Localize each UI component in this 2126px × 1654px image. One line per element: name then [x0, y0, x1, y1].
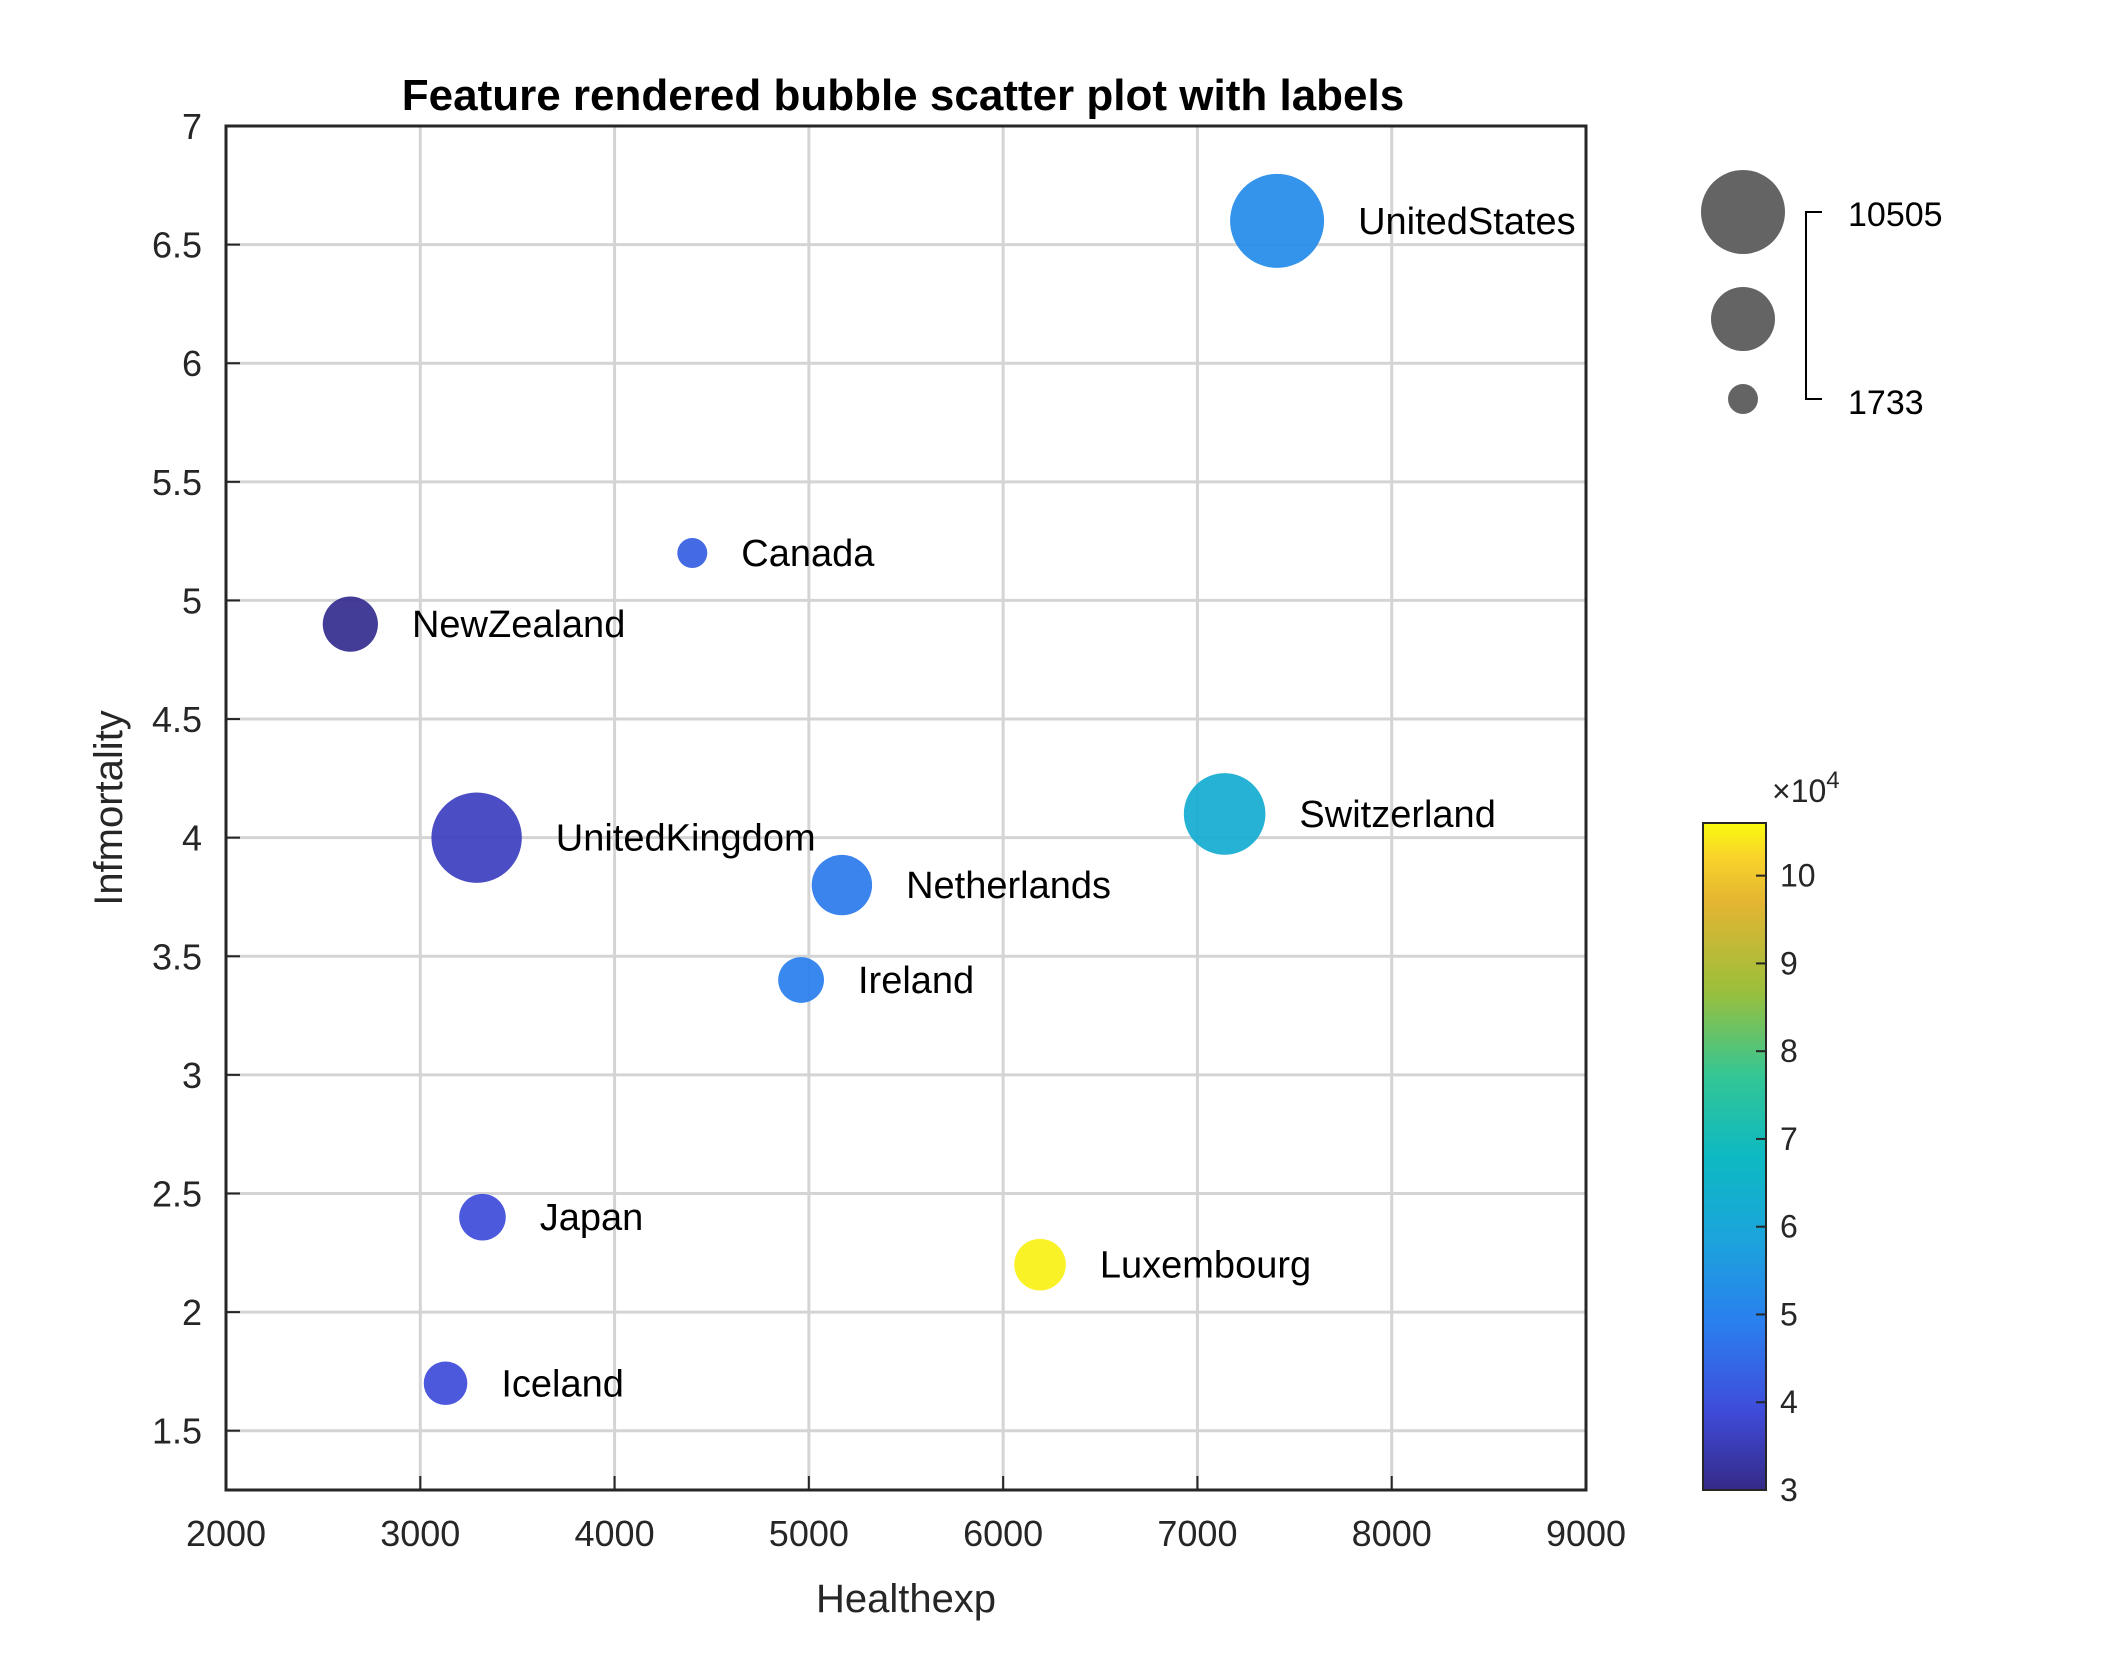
y-tick-label: 5: [182, 580, 202, 621]
bubble-label: UnitedStates: [1358, 201, 1576, 243]
y-tick-label: 1.5: [152, 1411, 202, 1452]
x-tick-label: 2000: [186, 1513, 266, 1554]
bubble-point: [1230, 173, 1325, 268]
bubble-point: [423, 1361, 468, 1406]
colorbar-multiplier-exponent: 4: [1826, 767, 1839, 794]
colorbar-tick-label: 3: [1780, 1472, 1798, 1508]
bubble-label: Switzerland: [1299, 794, 1495, 836]
size-legend-min-label: 1733: [1848, 384, 1924, 422]
colorbar-multiplier-base: ×10: [1772, 773, 1826, 809]
colorbar-tick-label: 6: [1780, 1209, 1798, 1245]
x-tick-label: 8000: [1352, 1513, 1432, 1554]
bubble-label: Japan: [540, 1197, 644, 1239]
bubble-label: NewZealand: [412, 604, 625, 646]
bubble-label: UnitedKingdom: [556, 818, 816, 860]
y-axis-ticks: 1.5 2 2.5 3 3.5 4 4.5 5 5.5 6 6.5 7: [152, 106, 240, 1452]
y-tick-label: 5.5: [152, 462, 202, 503]
bubble-label: Ireland: [858, 960, 974, 1002]
colorbar-tick-label: 8: [1780, 1033, 1798, 1069]
x-tick-label: 9000: [1546, 1513, 1626, 1554]
colorbar-tick-label: 9: [1780, 945, 1798, 981]
bubble-point: [1183, 773, 1266, 855]
size-legend: 10505 1733: [1701, 170, 1943, 422]
y-tick-label: 2.5: [152, 1173, 202, 1214]
colorbar-tick-label: 10: [1780, 858, 1816, 894]
bubble-point: [677, 537, 708, 568]
size-legend-max-label: 10505: [1848, 196, 1943, 234]
colorbar-multiplier: ×104: [1772, 767, 1840, 809]
x-tick-label: 4000: [575, 1513, 655, 1554]
y-tick-label: 4.5: [152, 699, 202, 740]
bubble-label: Iceland: [501, 1363, 624, 1405]
colorbar-tick-label: 4: [1780, 1384, 1798, 1420]
bubble-point: [1014, 1238, 1066, 1291]
y-tick-label: 7: [182, 106, 202, 147]
bubble-label: Netherlands: [906, 865, 1111, 907]
y-tick-label: 3: [182, 1055, 202, 1096]
y-tick-label: 4: [182, 818, 202, 859]
bubble-label: Canada: [741, 533, 875, 575]
bubble-label: Luxembourg: [1100, 1245, 1311, 1287]
bubble-point: [459, 1193, 506, 1241]
y-tick-label: 2: [182, 1292, 202, 1333]
x-tick-label: 3000: [380, 1513, 460, 1554]
bubble-points: UnitedStates Canada NewZealand Switzerland U…: [322, 173, 1576, 1406]
y-axis-label: Infmortality: [87, 710, 131, 906]
y-tick-label: 6.5: [152, 225, 202, 266]
y-tick-label: 3.5: [152, 936, 202, 977]
bubble-point: [431, 792, 522, 883]
colorbar-gradient: [1702, 822, 1767, 1491]
size-legend-medium-bubble: [1711, 287, 1775, 351]
colorbar-tick-label: 5: [1780, 1296, 1798, 1332]
size-legend-bracket: [1805, 211, 1822, 400]
x-tick-label: 7000: [1157, 1513, 1237, 1554]
plot-area-border: [224, 124, 1588, 1492]
chart-title: Feature rendered bubble scatter plot wit…: [402, 71, 1404, 120]
size-legend-large-bubble: [1701, 170, 1785, 254]
bubble-point: [778, 957, 824, 1003]
x-tick-label: 6000: [963, 1513, 1043, 1554]
bubble-point: [811, 854, 873, 916]
colorbar-ticks: 3 4 5 6 7 8 9 10: [1756, 858, 1816, 1508]
x-tick-label: 5000: [769, 1513, 849, 1554]
x-axis-ticks: 2000 3000 4000 5000 6000 7000 8000 9000: [186, 1476, 1626, 1554]
size-legend-small-bubble: [1728, 384, 1758, 414]
x-axis-label: Healthexp: [816, 1577, 996, 1621]
bubble-point: [322, 596, 378, 652]
y-tick-label: 6: [182, 343, 202, 384]
colorbar-tick-label: 7: [1780, 1121, 1798, 1157]
